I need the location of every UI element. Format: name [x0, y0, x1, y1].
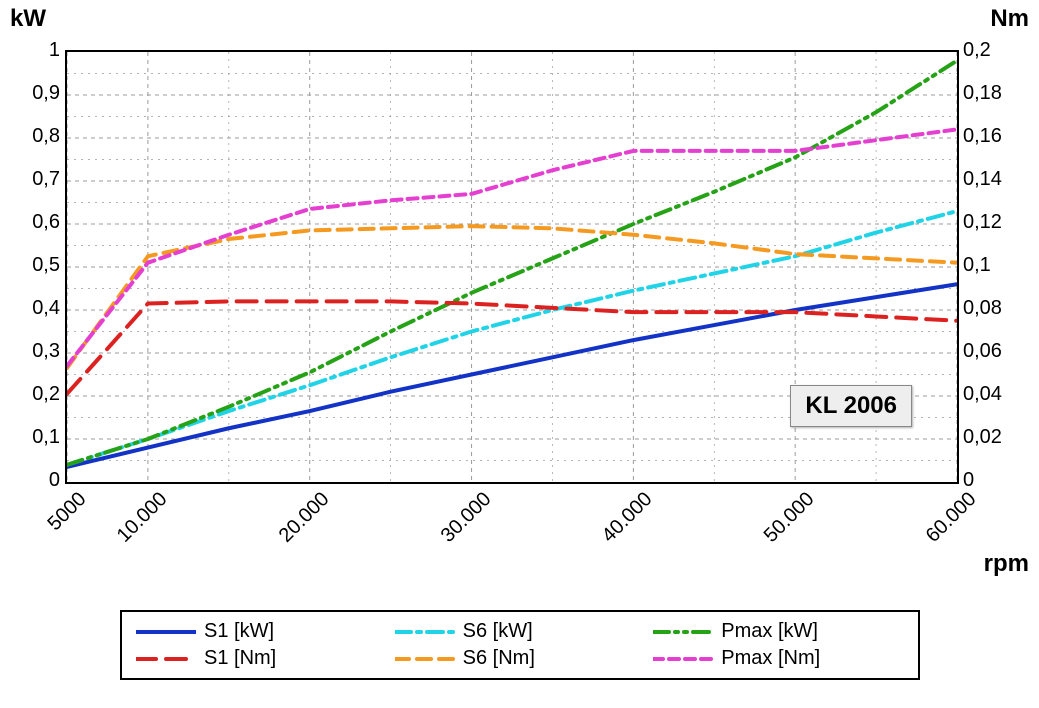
y-right-tick: 0,14 — [963, 168, 1002, 191]
x-tick: 10.000 — [85, 488, 172, 575]
y-left-axis-title: kW — [10, 5, 46, 33]
y-left-tick: 0,1 — [10, 426, 60, 449]
y-left-tick: 1 — [10, 39, 60, 62]
x-tick: 50.000 — [732, 488, 819, 575]
legend: S1 [kW] S6 [kW] Pmax [kW] S1 [Nm] S6 [Nm] Pma… — [120, 610, 920, 680]
y-right-tick: 0,1 — [963, 254, 991, 277]
legend-swatch — [395, 649, 455, 669]
x-tick: 5000 — [4, 488, 91, 575]
legend-swatch — [653, 622, 713, 642]
legend-label: S1 [Nm] — [204, 647, 276, 670]
y-right-tick: 0,16 — [963, 125, 1002, 148]
legend-item: S6 [kW] — [391, 618, 650, 645]
y-left-tick: 0,8 — [10, 125, 60, 148]
y-left-tick: 0 — [10, 469, 60, 492]
legend-swatch — [136, 622, 196, 642]
y-left-tick: 0,7 — [10, 168, 60, 191]
y-left-tick: 0,4 — [10, 297, 60, 320]
y-left-tick: 0,9 — [10, 82, 60, 105]
y-right-axis-title: Nm — [990, 5, 1029, 33]
x-tick: 60.000 — [894, 488, 981, 575]
y-right-tick: 0,12 — [963, 211, 1002, 234]
y-right-tick: 0,08 — [963, 297, 1002, 320]
legend-swatch — [653, 649, 713, 669]
legend-label: S1 [kW] — [204, 620, 274, 643]
legend-label: Pmax [kW] — [721, 620, 818, 643]
x-axis-title: rpm — [984, 550, 1029, 578]
chart-inner-title: KL 2006 — [790, 385, 912, 427]
y-right-tick: 0,06 — [963, 340, 1002, 363]
plot-area: KL 2006 — [65, 50, 959, 484]
legend-item: S1 [Nm] — [132, 645, 391, 672]
y-left-tick: 0,3 — [10, 340, 60, 363]
y-left-tick: 0,2 — [10, 383, 60, 406]
x-tick: 20.000 — [247, 488, 334, 575]
legend-label: Pmax [Nm] — [721, 647, 820, 670]
legend-label: S6 [kW] — [463, 620, 533, 643]
legend-item: S1 [kW] — [132, 618, 391, 645]
legend-label: S6 [Nm] — [463, 647, 535, 670]
y-right-tick: 0,04 — [963, 383, 1002, 406]
y-left-tick: 0,6 — [10, 211, 60, 234]
x-tick: 30.000 — [409, 488, 496, 575]
y-right-tick: 0,02 — [963, 426, 1002, 449]
legend-swatch — [136, 649, 196, 669]
y-left-tick: 0,5 — [10, 254, 60, 277]
chart-root: kW Nm rpm KL 2006 0 0,1 0,2 0,3 0,4 0,5 0,6 0,7… — [0, 0, 1039, 708]
legend-item: Pmax [kW] — [649, 618, 908, 645]
legend-item: Pmax [Nm] — [649, 645, 908, 672]
legend-swatch — [395, 622, 455, 642]
y-right-tick: 0,18 — [963, 82, 1002, 105]
x-tick: 40.000 — [571, 488, 658, 575]
y-right-tick: 0,2 — [963, 39, 991, 62]
legend-item: S6 [Nm] — [391, 645, 650, 672]
